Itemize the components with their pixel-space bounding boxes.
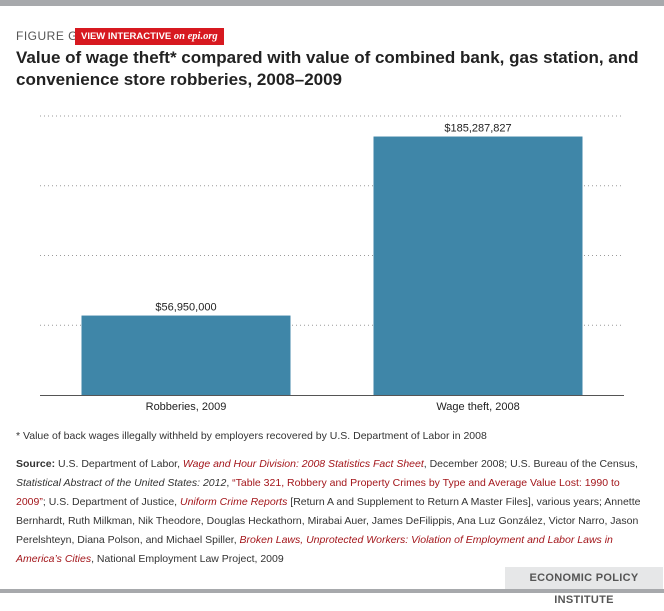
top-rule xyxy=(0,0,664,6)
bar-chart: $56,950,000 Robberies, 2009 $185,287,827 Wa… xyxy=(40,115,624,413)
data-label: $56,950,000 xyxy=(155,302,216,314)
source-text: [Return A and Supplement to Return A Mas… xyxy=(16,496,641,546)
category-label: Robberies, 2009 xyxy=(146,401,227,413)
bar xyxy=(81,315,291,395)
source-text: ; U.S. Department of Justice, xyxy=(42,496,180,508)
chart-title: Value of wage theft* compared with value… xyxy=(16,48,639,89)
view-interactive-on: on xyxy=(173,31,185,42)
source-citation-link[interactable]: Wage and Hour Division: 2008 Statistics … xyxy=(182,458,424,470)
source-citation-link[interactable]: Broken Laws, Unprotected Workers: Violat… xyxy=(16,534,613,565)
source-text: Statistical Abstract of the United State… xyxy=(16,477,227,489)
view-interactive-label: VIEW INTERACTIVE xyxy=(81,31,172,42)
figure-label: FIGURE G xyxy=(16,29,79,43)
view-interactive-site: epi.org xyxy=(187,31,218,42)
source-note: Source: U.S. Department of Labor, Wage a… xyxy=(16,455,648,569)
view-interactive-button[interactable]: VIEW INTERACTIVE on epi.org xyxy=(75,28,224,45)
source-citation-link[interactable]: Uniform Crime Reports xyxy=(180,496,288,508)
bottom-rule xyxy=(0,589,664,593)
category-label: Wage theft, 2008 xyxy=(436,401,519,413)
source-text: , National Employment Law Project, 2009 xyxy=(91,553,284,565)
publisher-tag: ECONOMIC POLICY INSTITUTE xyxy=(505,567,663,606)
footnote: * Value of back wages illegally withheld… xyxy=(16,430,487,442)
bar xyxy=(373,136,583,395)
source-text: , December 2008; U.S. Bureau of the Cens… xyxy=(423,458,638,470)
source-text: U.S. Department of Labor, xyxy=(55,458,183,470)
data-label: $185,287,827 xyxy=(444,123,511,135)
source-text: , xyxy=(226,477,233,489)
source-label: Source: xyxy=(16,458,56,470)
source-citation-link[interactable]: “Table 321, Robbery and Property Crimes … xyxy=(16,477,620,508)
